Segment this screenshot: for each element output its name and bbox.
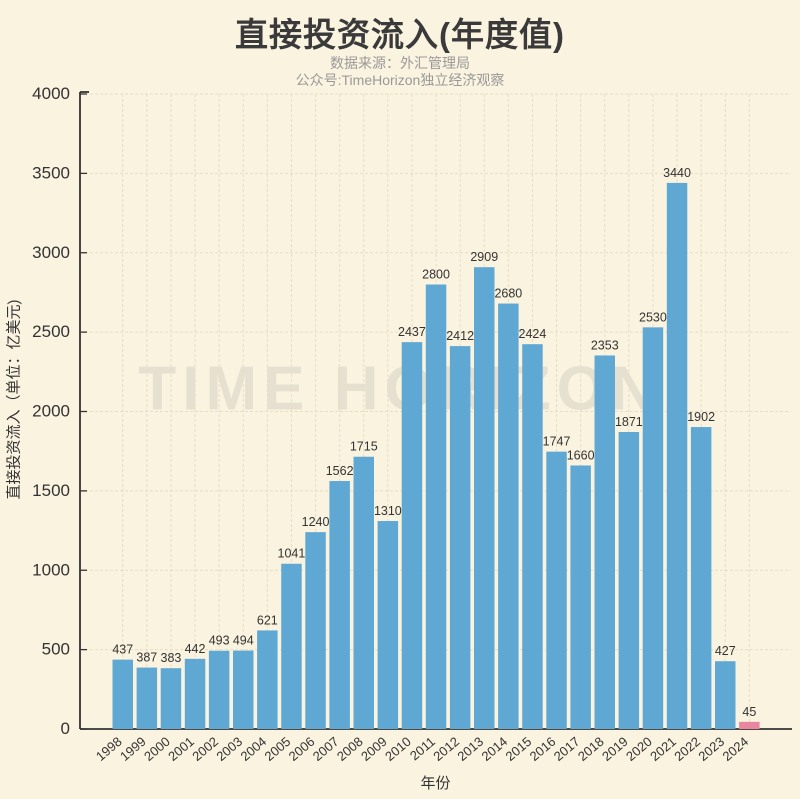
svg-text:1747: 1747 bbox=[543, 435, 571, 449]
svg-text:1500: 1500 bbox=[32, 481, 70, 500]
svg-text:427: 427 bbox=[715, 644, 736, 658]
svg-text:1041: 1041 bbox=[278, 547, 306, 561]
svg-text:2353: 2353 bbox=[591, 338, 619, 352]
svg-text:1902: 1902 bbox=[687, 410, 715, 424]
svg-text:1000: 1000 bbox=[32, 560, 70, 579]
svg-text:2011: 2011 bbox=[407, 734, 438, 763]
svg-text:2680: 2680 bbox=[494, 287, 522, 301]
svg-text:1715: 1715 bbox=[350, 440, 378, 454]
svg-text:500: 500 bbox=[42, 640, 70, 659]
svg-text:1310: 1310 bbox=[374, 504, 402, 518]
svg-text:1240: 1240 bbox=[302, 515, 330, 529]
svg-text:1562: 1562 bbox=[326, 464, 354, 478]
svg-text:3500: 3500 bbox=[32, 163, 70, 182]
svg-text:45: 45 bbox=[742, 705, 756, 719]
svg-text:383: 383 bbox=[161, 651, 182, 665]
svg-text:2800: 2800 bbox=[422, 268, 450, 282]
svg-text:0: 0 bbox=[61, 719, 70, 738]
svg-text:2500: 2500 bbox=[32, 322, 70, 341]
svg-text:2909: 2909 bbox=[470, 250, 498, 264]
svg-text:1660: 1660 bbox=[567, 448, 595, 462]
svg-text:2000: 2000 bbox=[32, 402, 70, 421]
svg-text:2437: 2437 bbox=[398, 325, 426, 339]
svg-text:387: 387 bbox=[136, 651, 157, 665]
svg-text:4000: 4000 bbox=[32, 84, 70, 103]
svg-text:493: 493 bbox=[209, 634, 230, 648]
svg-text:621: 621 bbox=[257, 613, 278, 627]
svg-text:3440: 3440 bbox=[663, 166, 691, 180]
svg-text:437: 437 bbox=[112, 643, 133, 657]
svg-text:2412: 2412 bbox=[446, 329, 474, 343]
svg-text:1871: 1871 bbox=[615, 415, 643, 429]
svg-text:494: 494 bbox=[233, 634, 254, 648]
svg-text:3000: 3000 bbox=[32, 243, 70, 262]
svg-text:2024: 2024 bbox=[719, 734, 751, 764]
svg-text:442: 442 bbox=[185, 642, 206, 656]
svg-text:2424: 2424 bbox=[519, 327, 547, 341]
svg-text:2530: 2530 bbox=[639, 310, 667, 324]
